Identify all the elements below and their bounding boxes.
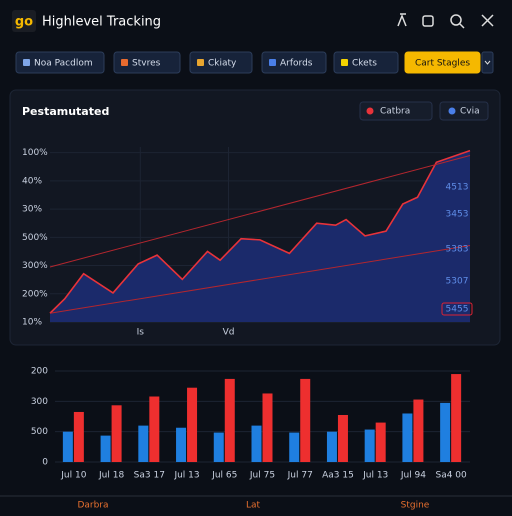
- bar: [337, 415, 348, 462]
- footer-tab[interactable]: Lat: [246, 501, 261, 511]
- icon[interactable]: [397, 13, 407, 27]
- dropdown[interactable]: [481, 51, 494, 74]
- bar: [326, 431, 337, 462]
- button-label: Ckets: [352, 59, 377, 69]
- toolbar-button[interactable]: [113, 51, 181, 74]
- bar: [187, 387, 198, 462]
- footer-tab[interactable]: Stgine: [401, 501, 430, 511]
- side-label: 5307: [446, 277, 469, 287]
- bar: [262, 393, 273, 462]
- logo-box: [12, 10, 36, 32]
- y-tick-label: 300: [31, 397, 48, 407]
- y-tick-label: 500%: [22, 233, 48, 243]
- trend-line: [49, 154, 471, 268]
- y-tick-label: 200: [31, 367, 48, 377]
- x-tick-label: Jul 77: [287, 471, 313, 481]
- bar: [375, 422, 386, 462]
- y-tick-label: 10%: [22, 318, 42, 328]
- bar: [149, 396, 160, 462]
- toolbar-button[interactable]: [189, 51, 253, 74]
- panel-title: Pestamutated: [22, 105, 109, 118]
- x-tick-label: Vd: [223, 328, 235, 338]
- x-tick-label: Jul 10: [60, 471, 86, 481]
- side-label: 5455: [446, 305, 469, 315]
- side-label: 3453: [446, 210, 469, 220]
- x-tick-label: Aa3 15: [322, 471, 354, 481]
- icon[interactable]: [450, 14, 462, 26]
- bar: [402, 413, 413, 462]
- button-label: Ckiaty: [208, 59, 237, 69]
- bar: [176, 427, 187, 462]
- button-label: Arfords: [280, 59, 313, 69]
- legend-box[interactable]: [439, 101, 489, 121]
- y-tick-label: 100%: [22, 148, 48, 158]
- x-tick-label: Sa3 17: [134, 471, 165, 481]
- bar: [451, 374, 462, 462]
- x-tick-label: Jul 94: [400, 471, 426, 481]
- toolbar: Noa Pacdlom Stvres Ckiaty Arfords Ckets Cart …: [15, 51, 481, 74]
- button-label: Stvres: [132, 59, 161, 69]
- icon[interactable]: [481, 14, 494, 27]
- bar: [413, 399, 424, 462]
- x-tick-label: Jul 75: [249, 471, 275, 481]
- icon[interactable]: [422, 15, 434, 27]
- label-box: [441, 302, 473, 316]
- y-tick-label: 200%: [22, 289, 48, 299]
- x-tick-label: Jul 13: [362, 471, 388, 481]
- legend-label: Cvia: [460, 107, 480, 117]
- trend-line: [49, 245, 471, 314]
- bar: [251, 425, 262, 462]
- app-title: Highlevel Tracking: [42, 15, 161, 30]
- area: [50, 150, 470, 322]
- footer-tab[interactable]: Darbra: [77, 501, 108, 511]
- y-tick-label: 40%: [22, 176, 42, 186]
- bar: [224, 378, 235, 462]
- toolbar-button[interactable]: [333, 51, 399, 74]
- bar: [213, 432, 224, 462]
- button-label: Noa Pacdlom: [34, 59, 93, 69]
- button-icon: [197, 59, 204, 66]
- legend-dot: [366, 107, 374, 115]
- bar: [62, 431, 73, 462]
- button-icon: [269, 59, 276, 66]
- y-tick-label: 0: [42, 458, 48, 468]
- x-tick-label: Jul 13: [173, 471, 199, 481]
- toolbar-button[interactable]: [15, 51, 105, 74]
- side-label: 4513: [446, 183, 469, 193]
- line: [49, 149, 471, 314]
- button-icon: [23, 59, 30, 66]
- bar: [138, 425, 149, 462]
- button-icon: [121, 59, 128, 66]
- side-label: 5383: [446, 245, 469, 255]
- legend-dot: [448, 107, 456, 115]
- logo: go: [15, 15, 33, 30]
- y-tick-label: 300%: [22, 261, 48, 271]
- toolbar-button[interactable]: [404, 51, 481, 74]
- bar: [100, 435, 111, 462]
- x-tick-label: Is: [137, 328, 145, 338]
- button-label: Cart Stagles: [415, 59, 470, 69]
- bar: [364, 429, 375, 462]
- dropdown-arrow: [484, 60, 491, 65]
- bar: [440, 402, 451, 462]
- bar: [111, 405, 122, 462]
- bar: [289, 432, 300, 462]
- x-tick-label: Jul 65: [211, 471, 237, 481]
- header-icons: [397, 13, 494, 29]
- bar: [300, 378, 311, 462]
- x-tick-label: Jul 18: [98, 471, 124, 481]
- x-tick-label: Sa4 00: [435, 471, 467, 481]
- button-icon: [341, 59, 348, 66]
- legend-box[interactable]: [359, 101, 433, 121]
- legend-label: Catbra: [380, 107, 410, 117]
- toolbar-button[interactable]: [261, 51, 327, 74]
- bar: [73, 411, 84, 462]
- y-tick-label: 30%: [22, 205, 42, 215]
- y-tick-label: 500: [31, 427, 48, 437]
